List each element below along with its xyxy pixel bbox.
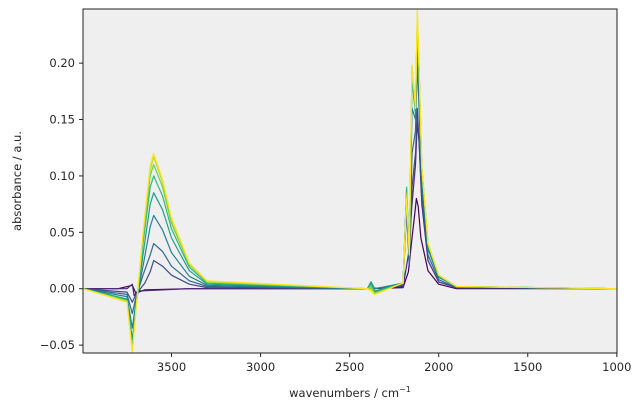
x-axis-label: wavenumbers / cm−1: [289, 385, 411, 400]
x-tick-label: 1500: [513, 360, 542, 374]
series-group: [82, 8, 617, 354]
y-tick-label: 0.15: [49, 113, 75, 127]
plot-frame: [82, 8, 618, 354]
y-axis-label: absorbance / a.u.: [10, 131, 24, 231]
x-tick-label: 1000: [602, 360, 631, 374]
y-tick-label: 0.20: [49, 56, 75, 70]
series-line-10: [82, 8, 617, 354]
plot-area: [83, 9, 617, 353]
x-tick-label: 3500: [157, 360, 186, 374]
y-tick-label: 0.10: [49, 169, 75, 183]
y-tick-label: 0.05: [49, 225, 75, 239]
x-tick-label: 2500: [335, 360, 364, 374]
y-tick-label: 0.00: [49, 282, 75, 296]
y-tick-label: −0.05: [40, 338, 75, 352]
axes-group: 3500 3000 2500 2000 1500 1000 −0.05 0.00 0.05 0.1…: [40, 56, 632, 374]
x-tick-label: 2000: [424, 360, 453, 374]
x-tick-label: 3000: [246, 360, 275, 374]
